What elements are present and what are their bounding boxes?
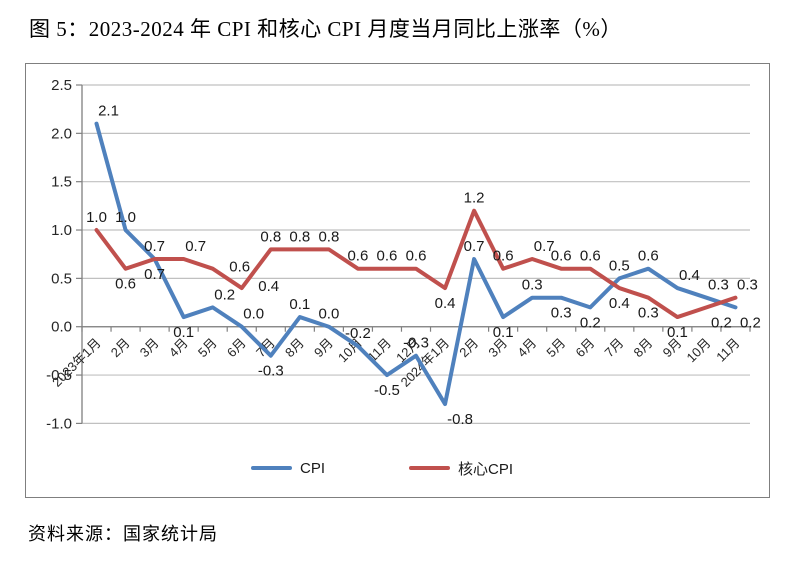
- cpi-legend-line-icon: [251, 466, 292, 470]
- data-label: 0.4: [258, 278, 279, 295]
- data-label: 0.4: [679, 267, 700, 284]
- x-tick-label: 9月: [311, 335, 336, 360]
- y-tick-label: -1.0: [46, 415, 72, 432]
- x-tick-label: 6月: [572, 335, 597, 360]
- data-label: 0.1: [667, 324, 688, 341]
- data-label: 0.0: [318, 306, 339, 323]
- data-label: 0.3: [522, 277, 543, 294]
- source-note: 资料来源：国家统计局: [28, 524, 218, 544]
- data-label: 0.6: [377, 248, 398, 265]
- data-label: 0.0: [243, 306, 264, 323]
- data-label: 0.2: [740, 314, 761, 331]
- legend-item-cpi: CPI: [251, 459, 326, 477]
- x-tick-label: 5月: [195, 335, 220, 360]
- y-tick-label: 2.5: [51, 77, 72, 94]
- data-label: -0.3: [258, 363, 284, 380]
- core-cpi-line: [94, 208, 738, 320]
- data-label: 0.8: [318, 228, 339, 245]
- y-tick-label: 1.0: [51, 222, 72, 239]
- data-label: 0.6: [229, 259, 250, 276]
- data-label: 0.3: [708, 277, 729, 294]
- x-tick-label: 4月: [514, 335, 539, 360]
- data-label: 0.1: [493, 324, 514, 341]
- data-label: 0.8: [260, 228, 281, 245]
- data-label: 0.1: [173, 324, 194, 341]
- y-tick-label: 0.5: [51, 270, 72, 287]
- data-label: 0.6: [406, 248, 427, 265]
- data-label: 1.0: [115, 209, 136, 226]
- x-tick-label: 11月: [713, 335, 742, 364]
- data-label: 0.7: [185, 238, 206, 255]
- data-label: 0.6: [638, 248, 659, 265]
- x-tick-label: 10月: [684, 335, 714, 365]
- data-label: 0.2: [711, 314, 732, 331]
- figure-title: 图 5：2023-2024 年 CPI 和核心 CPI 月度当月同比上涨率（%）: [29, 17, 622, 41]
- legend-label-cpi: CPI: [300, 459, 326, 477]
- data-label: 0.7: [534, 238, 555, 255]
- x-tick-label: 7月: [602, 335, 627, 360]
- data-label: 0.4: [435, 295, 456, 312]
- data-label: 0.4: [609, 295, 630, 312]
- data-label: 2.1: [98, 103, 119, 120]
- data-label: 0.3: [737, 277, 758, 294]
- legend-item-core-cpi: 核心CPI: [409, 460, 514, 478]
- data-label: 0.8: [289, 228, 310, 245]
- data-label: 0.7: [464, 238, 485, 255]
- x-tick-label: 6月: [224, 335, 249, 360]
- data-label: -0.2: [345, 325, 371, 342]
- data-label: 1.0: [86, 209, 107, 226]
- data-label: 0.6: [551, 248, 572, 265]
- y-tick-label: 1.5: [51, 174, 72, 191]
- x-tick-label: 3月: [137, 335, 162, 360]
- data-label: 0.6: [580, 248, 601, 265]
- data-label: 0.3: [551, 305, 572, 322]
- y-tick-label: -0.5: [46, 367, 72, 384]
- y-tick-label: 0.0: [51, 319, 72, 336]
- data-label: 0.7: [144, 266, 165, 283]
- cpi-line: [94, 121, 738, 407]
- x-tick-label: 8月: [631, 335, 656, 360]
- chart-frame: [25, 63, 770, 498]
- x-tick-label: 2月: [108, 335, 133, 360]
- core-cpi-legend-line-icon: [409, 466, 450, 470]
- data-label: 0.2: [214, 286, 235, 303]
- data-label: -0.3: [403, 335, 429, 352]
- data-label: -0.5: [374, 382, 400, 399]
- x-tick-label: 2023年1月: [49, 335, 104, 390]
- y-tick-label: 2.0: [51, 125, 72, 142]
- legend-label-core-cpi: 核心CPI: [458, 460, 514, 478]
- data-label: 0.6: [115, 276, 136, 293]
- data-label: -0.8: [447, 411, 473, 428]
- data-label: 0.6: [347, 248, 368, 265]
- data-label: 0.5: [609, 257, 630, 274]
- data-label: 0.3: [638, 305, 659, 322]
- data-label: 0.7: [144, 238, 165, 255]
- x-tick-label: 5月: [543, 335, 568, 360]
- data-label: 0.6: [493, 248, 514, 265]
- data-label: 0.1: [289, 296, 310, 313]
- data-label: 1.2: [464, 190, 485, 207]
- data-label: 0.2: [580, 314, 601, 331]
